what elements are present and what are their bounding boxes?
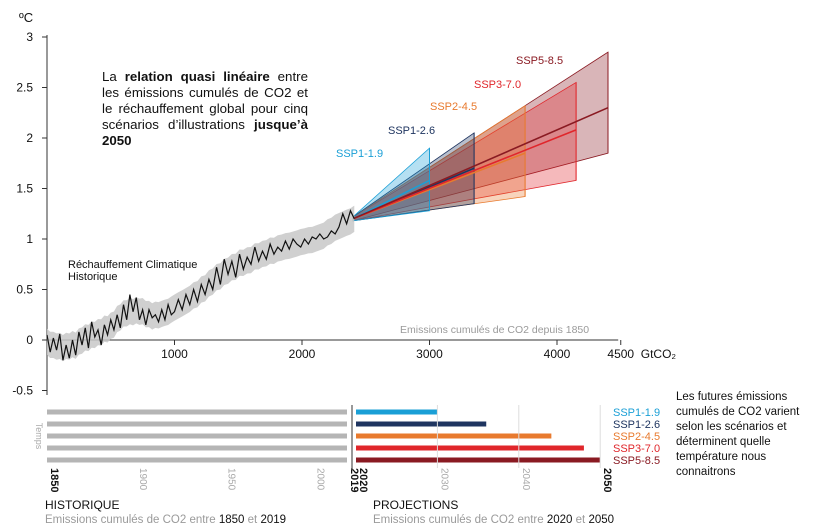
y-tick-label: 1 [26,232,33,246]
projections-sub-and: et [572,514,589,526]
scenario-labels: SSP1-1.9 SSP1-2.6 SSP2-4.5 SSP3-7.0 SSP5-8.5 [336,55,563,160]
y-tick-label: 2.5 [16,81,33,95]
projections-year-start: 2020 [546,514,573,526]
y-tick-label: 1.5 [16,182,33,196]
x-tick-label: 2000 [289,347,316,361]
timeline-proj-bar [356,409,438,415]
timeline-axis-label: Temps [34,423,44,450]
chart-annotation-title: La relation quasi linéaire entre les émi… [102,69,308,149]
historical-line [46,209,355,361]
scenario-label: SSP1-2.6 [388,125,435,137]
timeline-proj-bar [356,445,584,451]
y-tick-label: 2 [26,131,33,145]
y-axis-label: ºC [19,10,33,25]
timeline-year-label: 2000 [314,468,325,491]
timeline-hist-bar [47,445,347,451]
title-bold-relation: relation quasi linéaire [124,69,270,84]
timeline-year-label: 2050 [601,468,613,492]
projections-heading: PROJECTIONS [373,498,459,512]
y-tick-label: 0 [26,333,33,347]
historique-year-end: 2019 [260,514,287,526]
x-tick-label: 4500 [607,347,634,361]
timeline-year-label: 2020 [357,468,369,492]
y-tick-label: 0.5 [16,283,33,297]
title-mid: entre les émissions cumulés de CO2 et le… [102,69,308,132]
timeline-scenario-label: SSP1-1.9 [613,407,660,419]
historique-heading: HISTORIQUE [45,498,120,512]
scenario-label: SSP1-1.9 [336,148,383,160]
historique-subtitle: Emissions cumulés de CO2 entre 1850 et 2… [45,514,286,526]
timeline-scenario-label: SSP2-4.5 [613,431,660,443]
projections-subtitle: Emissions cumulés de CO2 entre 2020 et 2… [373,514,614,526]
timeline-hist-bar [47,421,347,427]
scenario-label: SSP2-4.5 [430,101,477,113]
x-tick-label: 3000 [416,347,443,361]
timeline-hist-bar [47,433,347,439]
x-axis-unit: GtCO₂ [641,347,677,361]
timeline-scenario-label: SSP5-8.5 [613,455,660,467]
scenario-label: SSP5-8.5 [516,55,563,67]
historique-sub-pre: Emissions cumulés de CO2 entre [45,514,219,526]
future-emissions-note: Les futures émissions cumulés de CO2 var… [676,391,800,478]
emissions-note: Emissions cumulés de CO2 depuis 1850 [400,324,590,336]
timeline-year-label: 2040 [520,468,531,491]
historical-warming-label: Réchauffement Climatique Historique [68,259,198,283]
timeline-year-label: 1950 [226,468,237,491]
projections-sub-pre: Emissions cumulés de CO2 entre [373,514,547,526]
timeline-proj-bar [356,433,552,439]
y-tick-label: -0.5 [12,384,33,398]
timeline: Temps SSP1-1.9SSP1-2.6SSP2-4.5SSP3-7.0SSP… [34,405,660,492]
timeline-proj-bar [356,457,601,463]
x-tick-label: 1000 [161,347,188,361]
timeline-year-label: 2030 [438,468,449,491]
historical-series [46,205,355,362]
timeline-hist-bar [47,409,347,415]
title-pre: La [102,69,125,84]
x-tick-label: 4000 [544,347,571,361]
historical-band [47,205,355,362]
scenario-central-line [352,106,609,220]
projections-year-end: 2050 [588,514,615,526]
timeline-year-label: 1850 [48,468,60,492]
scenario-label: SSP3-7.0 [474,79,521,91]
timeline-year-label: 1900 [137,468,148,491]
timeline-proj-bar [356,421,487,427]
scenario-bands [352,51,609,222]
y-tick-label: 3 [26,30,33,44]
timeline-scenario-label: SSP1-2.6 [613,419,660,431]
title-bold-2050: jusque’à 2050 [102,117,308,148]
timeline-year-label: 2019 [348,468,360,492]
scenario-central-line [352,129,577,220]
axes: ºC 3 2.5 2 1.5 1 0.5 0 -0.5 1000 2000 3000 4000 4500 G… [12,10,676,398]
timeline-hist-bar [47,457,347,463]
historique-year-start: 1850 [218,514,245,526]
timeline-scenario-label: SSP3-7.0 [613,443,660,455]
historique-sub-and: et [244,514,261,526]
